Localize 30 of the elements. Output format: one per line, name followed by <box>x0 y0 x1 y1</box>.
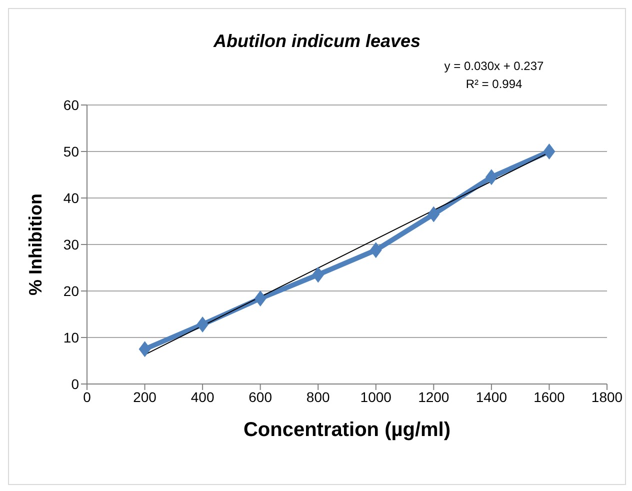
point <box>428 206 440 222</box>
x-tick-label: 1400 <box>476 388 508 405</box>
y-tick-label: 0 <box>71 376 80 392</box>
y-tick-label: 20 <box>63 282 80 299</box>
point <box>254 290 266 306</box>
x-tick-label: 1200 <box>418 388 450 405</box>
point <box>485 169 498 186</box>
point <box>312 266 324 283</box>
x-tick-label: 1600 <box>534 388 566 405</box>
x-tick-label: 400 <box>190 388 214 405</box>
y-tick-label: 60 <box>63 96 80 113</box>
x-axis-title: Concentration (µg/ml) <box>243 419 451 441</box>
x-tick-label: 0 <box>83 388 92 405</box>
y-tick-label: 50 <box>63 143 80 160</box>
point <box>138 341 151 358</box>
y-tick-label: 40 <box>63 190 80 206</box>
text: R² = 0.994 <box>464 77 524 91</box>
text: y = 0.030x + 0.237 <box>443 59 545 73</box>
chart-title: Abutilon indicum leaves <box>212 31 422 52</box>
point <box>543 144 556 160</box>
x-tick-label: 1000 <box>360 388 392 405</box>
x-tick-label: 800 <box>306 388 330 405</box>
x-tick-label: 200 <box>133 388 157 405</box>
point <box>370 242 382 258</box>
y-axis-title: % Inhibition <box>25 194 46 296</box>
y-tick-label: 10 <box>63 329 80 346</box>
x-tick-label: 600 <box>248 388 272 405</box>
x-tick-label: 1800 <box>591 388 623 405</box>
y-tick-label: 30 <box>63 236 80 252</box>
point <box>196 316 209 332</box>
